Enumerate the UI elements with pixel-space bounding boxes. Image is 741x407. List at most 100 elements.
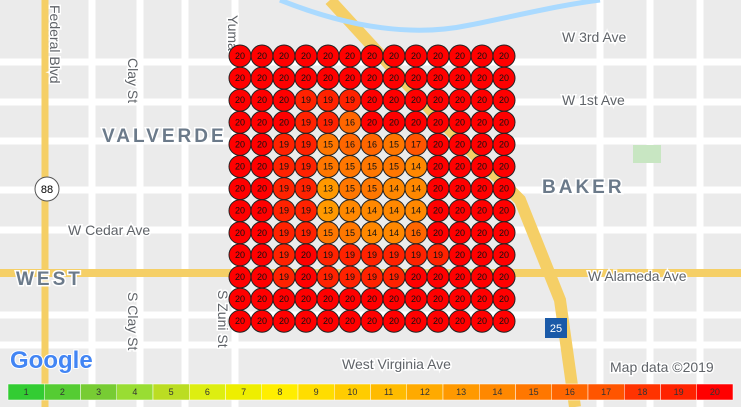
value-label: 20: [235, 139, 245, 149]
value-label: 20: [477, 184, 487, 194]
value-label: 20: [455, 272, 465, 282]
value-label: 20: [235, 250, 245, 260]
street-label: Yuma: [225, 15, 241, 51]
neighborhood-label: BAKER: [542, 177, 625, 198]
value-label: 20: [235, 228, 245, 238]
value-label: 20: [433, 117, 443, 127]
street-label: West Virginia Ave: [342, 356, 451, 372]
value-label: 20: [323, 51, 333, 61]
value-label: 19: [279, 162, 289, 172]
value-label: 20: [477, 51, 487, 61]
value-label: 19: [345, 250, 355, 260]
value-label: 20: [257, 316, 267, 326]
scale-label: 8: [277, 387, 282, 397]
value-label: 20: [235, 95, 245, 105]
value-label: 20: [389, 294, 399, 304]
scale-label: 15: [529, 387, 539, 397]
value-label: 20: [345, 294, 355, 304]
value-label: 16: [411, 228, 421, 238]
value-label: 20: [455, 228, 465, 238]
value-label: 20: [235, 162, 245, 172]
scale-label: 14: [492, 387, 502, 397]
value-label: 20: [257, 184, 267, 194]
value-label: 20: [301, 294, 311, 304]
value-label: 19: [345, 95, 355, 105]
value-label: 19: [279, 250, 289, 260]
value-label: 20: [477, 228, 487, 238]
value-label: 20: [477, 73, 487, 83]
value-label: 15: [323, 228, 333, 238]
value-label: 20: [455, 95, 465, 105]
scale-label: 12: [420, 387, 430, 397]
value-label: 20: [235, 51, 245, 61]
value-label: 20: [257, 95, 267, 105]
street-label: W Cedar Ave: [68, 222, 150, 238]
scale-label: 6: [205, 387, 210, 397]
value-label: 20: [301, 73, 311, 83]
value-label: 20: [323, 294, 333, 304]
street-label: S Clay St: [125, 292, 141, 350]
value-label: 20: [455, 206, 465, 216]
value-label: 15: [389, 162, 399, 172]
value-label: 15: [345, 184, 355, 194]
value-label: 20: [499, 206, 509, 216]
neighborhood-label: WEST: [16, 269, 83, 290]
value-label: 20: [411, 316, 421, 326]
value-label: 15: [345, 228, 355, 238]
value-label: 20: [411, 95, 421, 105]
value-label: 16: [345, 139, 355, 149]
value-label: 14: [411, 184, 421, 194]
value-label: 17: [411, 139, 421, 149]
value-label: 20: [279, 117, 289, 127]
value-label: 20: [235, 294, 245, 304]
value-label: 20: [433, 228, 443, 238]
value-label: 20: [367, 316, 377, 326]
value-label: 20: [257, 117, 267, 127]
value-label: 20: [345, 73, 355, 83]
street-label: W 1st Ave: [562, 92, 625, 108]
scale-label: 17: [601, 387, 611, 397]
value-label: 20: [455, 316, 465, 326]
value-label: 19: [279, 272, 289, 282]
value-label: 19: [367, 250, 377, 260]
value-label: 15: [367, 184, 377, 194]
color-scale: 1 2 3 4 5 6 7 8 9 10 11 12 13 14 15 16 17 18 19 20: [7, 383, 734, 401]
value-label: 19: [279, 184, 289, 194]
interstate-shield: [545, 318, 567, 338]
value-label: 20: [323, 316, 333, 326]
value-label: 13: [323, 184, 333, 194]
value-label: 20: [477, 294, 487, 304]
route-number: 88: [41, 184, 53, 196]
value-label: 20: [499, 228, 509, 238]
value-label: 14: [367, 228, 377, 238]
value-label: 20: [389, 95, 399, 105]
value-label: 15: [323, 162, 333, 172]
value-label: 19: [301, 162, 311, 172]
street-label: W 3rd Ave: [562, 29, 627, 45]
value-label: 20: [499, 272, 509, 282]
value-label: 20: [257, 51, 267, 61]
value-label: 20: [433, 162, 443, 172]
value-label: 20: [235, 316, 245, 326]
attribution: Map data ©2019: [610, 359, 714, 375]
value-label: 20: [279, 73, 289, 83]
value-label: 16: [345, 117, 355, 127]
value-label: 19: [301, 117, 311, 127]
value-label: 19: [323, 250, 333, 260]
value-label: 20: [257, 294, 267, 304]
value-label: 20: [433, 95, 443, 105]
value-label: 20: [433, 316, 443, 326]
interstate-number: 25: [550, 323, 562, 335]
value-label: 20: [323, 73, 333, 83]
value-label: 20: [477, 250, 487, 260]
value-label: 14: [411, 162, 421, 172]
value-label: 20: [455, 73, 465, 83]
value-label: 20: [455, 162, 465, 172]
value-label: 14: [345, 206, 355, 216]
value-label: 19: [301, 228, 311, 238]
value-label: 20: [499, 294, 509, 304]
value-label: 20: [433, 51, 443, 61]
scale-label: 20: [710, 387, 720, 397]
value-label: 20: [367, 294, 377, 304]
value-label: 14: [389, 228, 399, 238]
